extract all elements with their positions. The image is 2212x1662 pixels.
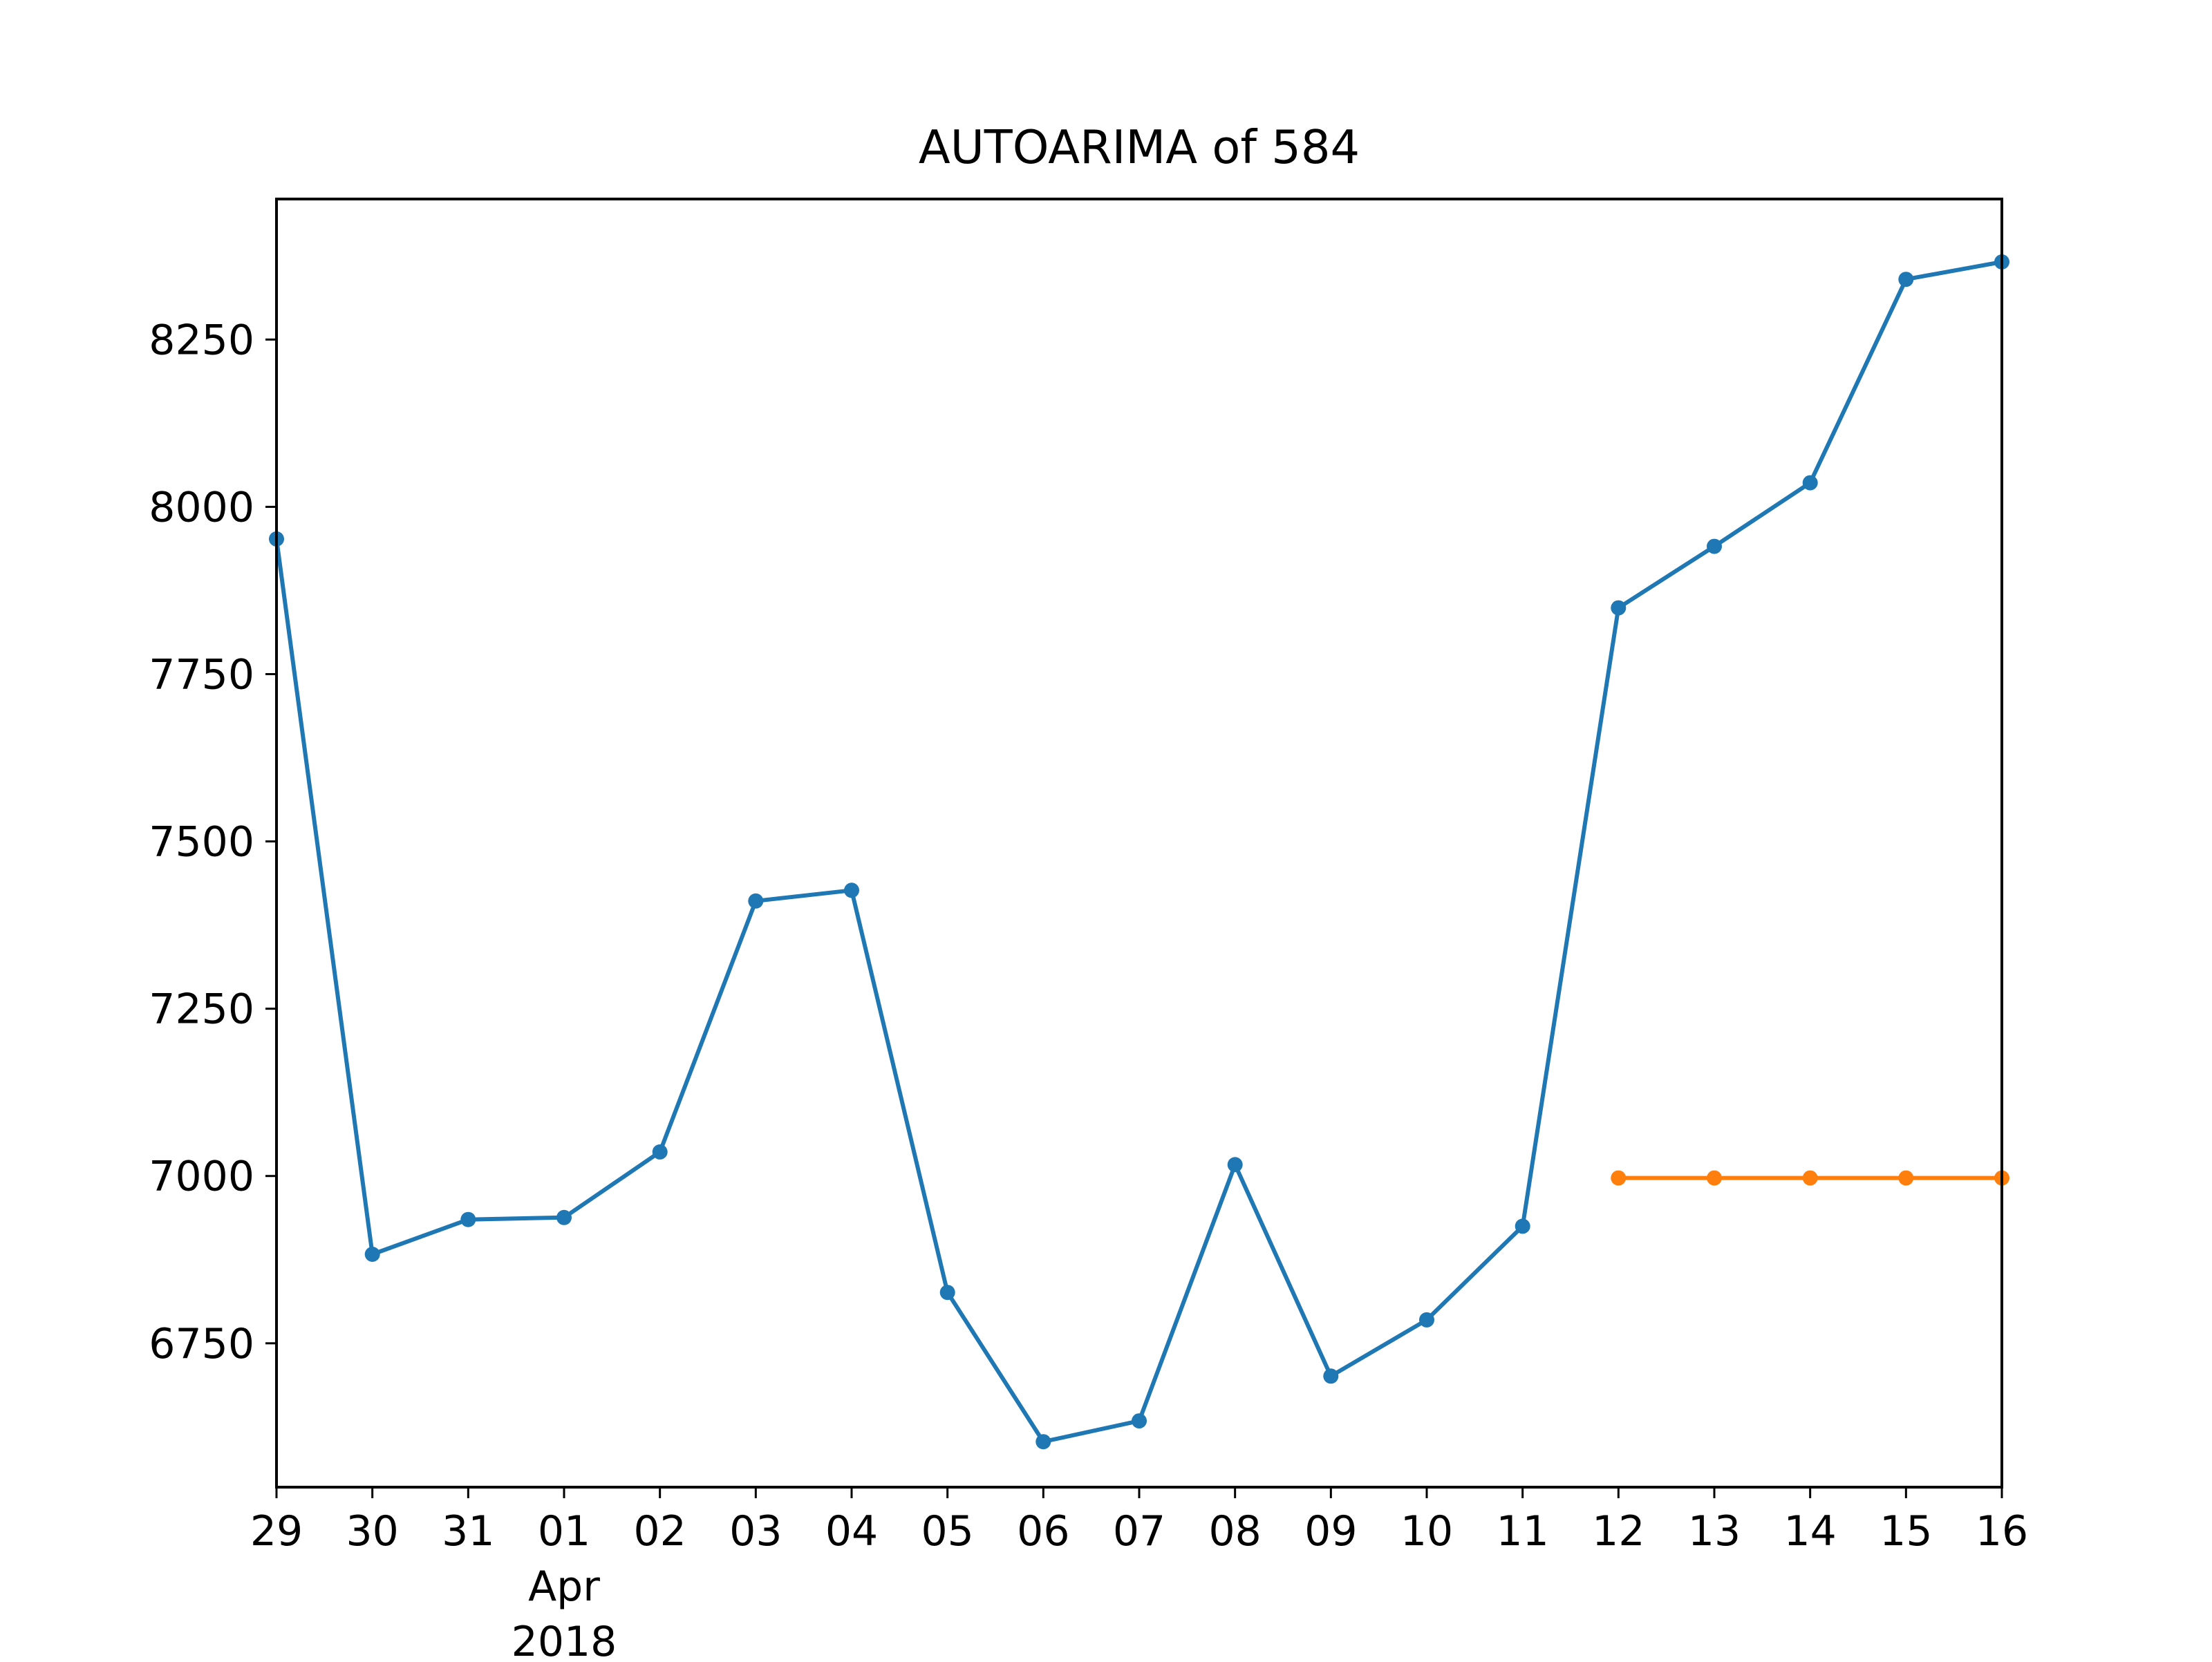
y-tick-label: 8000 [149,483,254,531]
plot-frame [275,198,2003,1489]
x-tick-label: 09 [1304,1507,1357,1556]
series-1-point [1611,1170,1627,1186]
series-0-point [1802,475,1818,491]
x-tick-label: 01 [538,1507,590,1556]
x-tick-label: 02 [633,1507,686,1556]
series-layer [269,254,2009,1450]
x-tick-month-label: Apr [528,1562,600,1611]
x-tick-label: 10 [1400,1507,1453,1556]
series-0-point [1035,1434,1051,1450]
series-0 [269,254,2009,1450]
x-tick-label: 14 [1783,1507,1836,1556]
series-0-point [1515,1218,1530,1234]
y-tick-label: 6750 [149,1320,254,1368]
x-tick-label: 13 [1688,1507,1741,1556]
series-0-point [1898,272,1914,287]
series-0-point [844,882,859,898]
series-0-point [652,1144,668,1160]
x-tick-label: 07 [1113,1507,1165,1556]
series-0-point [1227,1157,1243,1173]
series-1 [1611,1170,2009,1186]
x-tick-label: 06 [1017,1507,1069,1556]
y-tick-label: 7750 [149,651,254,699]
series-1-point [1898,1170,1914,1186]
series-0-point [460,1211,476,1227]
x-tick-label: 08 [1208,1507,1261,1556]
y-tick-label: 8250 [149,316,254,364]
y-tick-label: 7000 [149,1153,254,1201]
series-0-point [1611,600,1627,616]
x-tick-label: 31 [442,1507,494,1556]
series-0-point [1132,1413,1147,1429]
x-tick-label: 15 [1880,1507,1932,1556]
series-0-point [1419,1312,1434,1328]
x-tick-label: 04 [825,1507,878,1556]
x-tick-label: 03 [729,1507,782,1556]
chart-title: AUTOARIMA of 584 [919,120,1360,174]
x-tick-label: 12 [1592,1507,1644,1556]
series-0-point [939,1285,955,1301]
y-tick-label: 7500 [149,818,254,867]
series-0-point [1323,1368,1339,1384]
y-axis: 6750 7000 7250 7500 7750 8000 8250 [149,316,276,1368]
series-0-point [1707,538,1722,554]
x-tick-label: 16 [1976,1507,2028,1556]
x-tick-year-label: 2018 [512,1618,617,1659]
series-1-point [1802,1170,1818,1186]
x-tick-label: 05 [921,1507,973,1556]
x-tick-label: 29 [250,1507,303,1556]
x-axis: 29 30 31 01 02 03 04 05 06 07 08 09 10 11 12 13 14 15 16 Ap… [250,1487,2028,1662]
series-0-point [364,1247,380,1262]
series-0-point [748,893,764,909]
y-tick-label: 7250 [149,985,254,1034]
x-tick-label: 30 [346,1507,398,1556]
x-tick-label: 11 [1496,1507,1548,1556]
series-1-point [1707,1170,1722,1186]
series-0-point [556,1209,572,1225]
